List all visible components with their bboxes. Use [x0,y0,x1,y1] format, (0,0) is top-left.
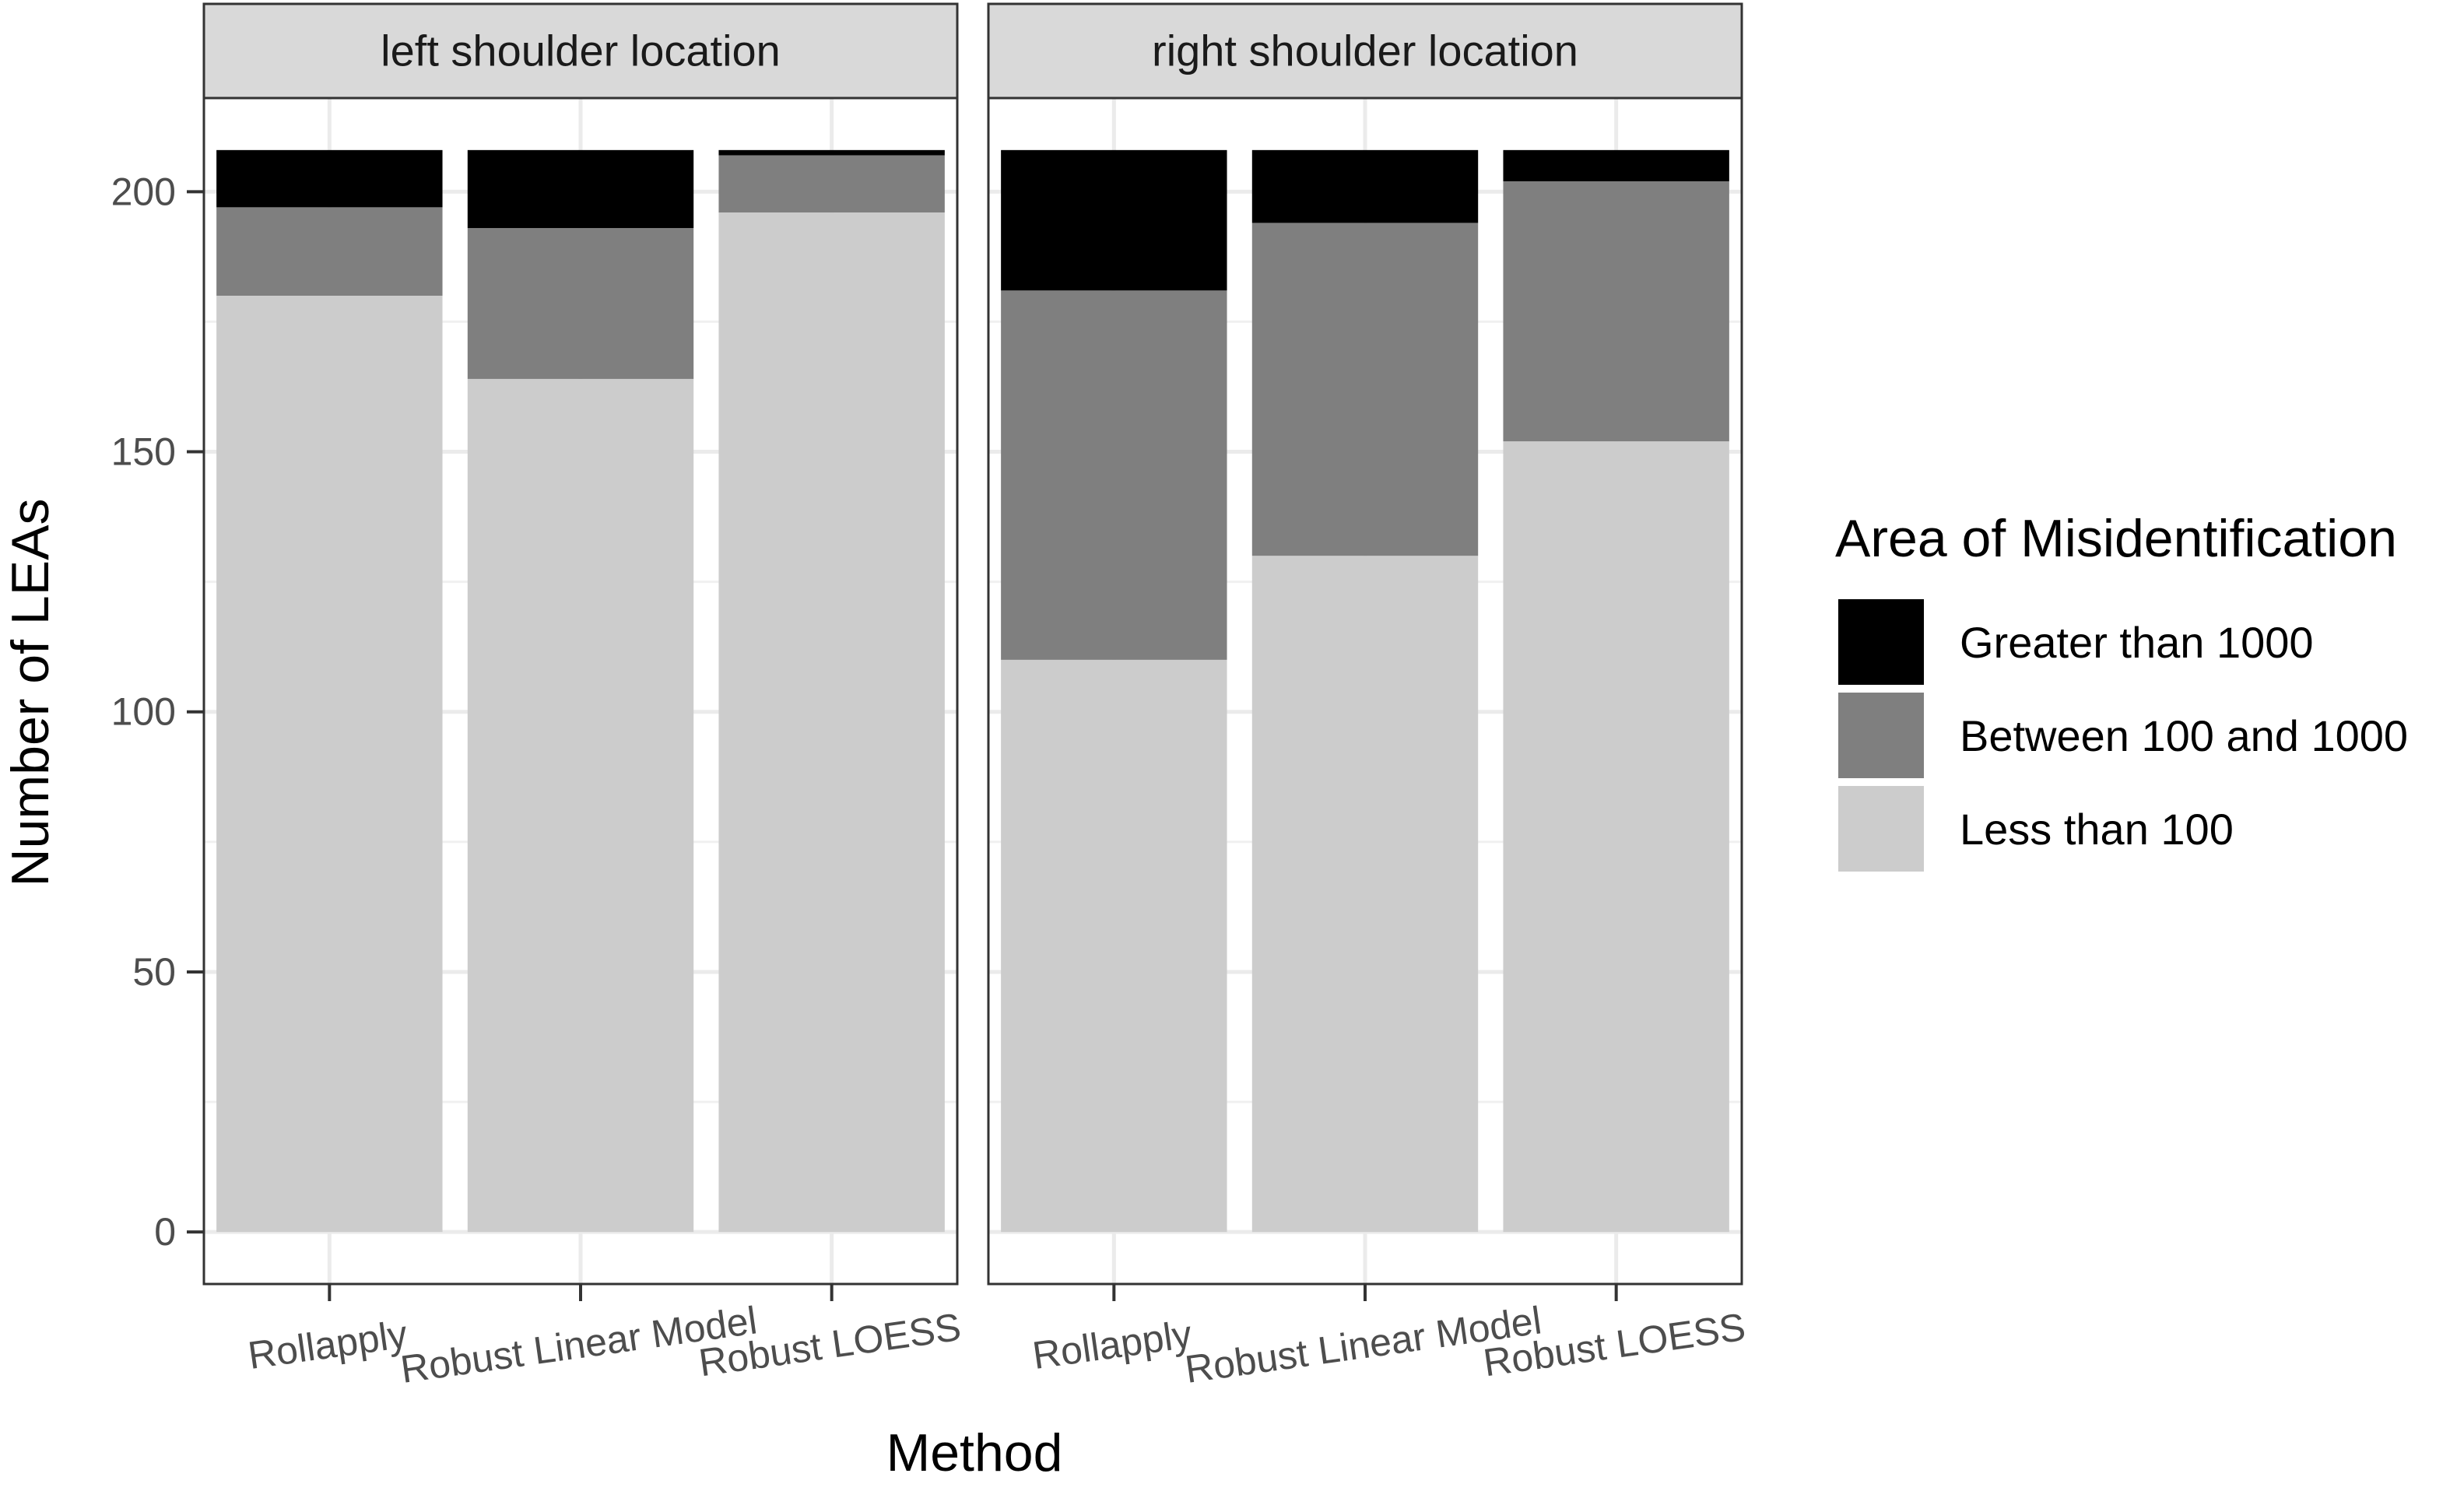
bar-segment [467,149,694,229]
bar-segment [467,378,694,1233]
bar-segment [216,296,443,1233]
bar-segment [216,149,443,208]
bar-segment [718,212,945,1233]
bar-segment [1001,290,1227,660]
bar-segment [718,149,945,156]
legend-label: Less than 100 [1960,805,2234,854]
legend-key [1838,786,1924,872]
x-tick-label: Rollapply [1030,1312,1194,1377]
facet-strip-label: left shoulder location [381,26,781,75]
bar-segment [1503,181,1729,442]
bar-segment [718,155,945,213]
bar-segment [1001,149,1227,291]
legend-key [1838,599,1924,685]
y-tick-label: 150 [111,430,176,474]
x-axis-title: Method [886,1423,1063,1482]
legend-title: Area of Misidentification [1835,509,2397,568]
y-axis: 0 50 100 150 200 [111,170,204,1254]
bar-segment [1251,223,1479,556]
legend: Area of Misidentification Greater than 1… [1835,509,2408,872]
y-tick-label: 50 [132,950,176,994]
legend-key [1838,693,1924,778]
bar-segment [216,207,443,296]
y-tick-label: 200 [111,170,176,213]
y-tick-label: 0 [154,1210,176,1254]
bar-segment [1251,149,1479,223]
facet-strip [987,2,1743,100]
y-tick-label: 100 [111,690,176,734]
facet-strip-label: right shoulder location [1152,26,1578,75]
facet-strip [202,2,959,100]
bar-segment [1503,149,1729,181]
legend-label: Greater than 1000 [1960,618,2314,667]
x-tick-label: Rollapply [245,1312,409,1377]
bar-segment [1503,441,1729,1233]
bar-segment [467,228,694,379]
bar-segment [1251,556,1479,1233]
bar-segment [1001,659,1227,1233]
y-axis-title: Number of LEAs [1,499,60,887]
legend-label: Between 100 and 1000 [1960,711,2408,760]
